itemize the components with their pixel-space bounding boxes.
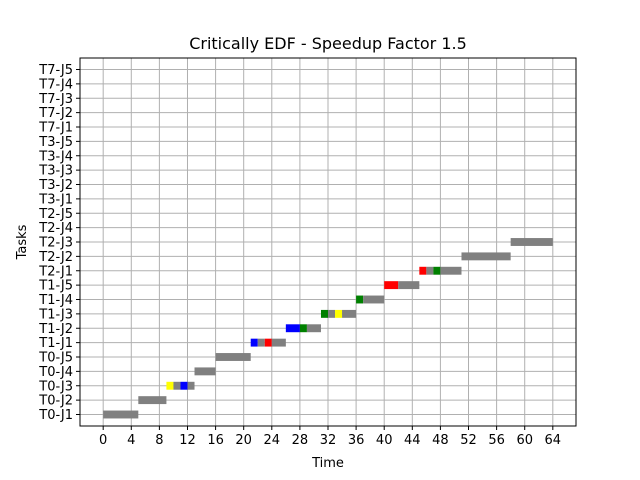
y-tick-label: T7-J1 bbox=[38, 121, 73, 136]
task-segment bbox=[187, 381, 195, 390]
task-segment bbox=[510, 238, 553, 246]
y-tick-label: T0-J4 bbox=[38, 365, 73, 380]
y-tick-label: T3-J4 bbox=[38, 149, 73, 164]
y-axis-label: Tasks bbox=[15, 224, 30, 260]
task-segment bbox=[166, 381, 174, 390]
task-segment bbox=[440, 266, 462, 275]
y-tick-label: T1-J4 bbox=[38, 293, 73, 308]
x-tick-label: 44 bbox=[404, 433, 421, 448]
y-tick-label: T7-J2 bbox=[38, 106, 73, 121]
task-segment bbox=[180, 381, 188, 390]
x-tick-label: 24 bbox=[264, 433, 281, 448]
y-axis: T0-J1T0-J2T0-J3T0-J4T0-J5T1-J1T1-J2T1-J3… bbox=[38, 63, 80, 423]
y-tick-label: T1-J5 bbox=[38, 279, 73, 294]
task-segment bbox=[363, 295, 385, 304]
y-tick-label: T1-J3 bbox=[38, 307, 73, 322]
task-segment bbox=[342, 309, 357, 318]
task-segment bbox=[257, 338, 265, 347]
y-tick-label: T2-J1 bbox=[38, 264, 73, 279]
task-segment bbox=[419, 266, 427, 275]
task-segment bbox=[215, 353, 251, 361]
x-tick-label: 56 bbox=[488, 433, 505, 448]
x-tick-label: 0 bbox=[99, 433, 107, 448]
x-tick-label: 12 bbox=[179, 433, 196, 448]
task-segment bbox=[426, 266, 434, 275]
y-tick-label: T3-J3 bbox=[38, 164, 73, 179]
x-tick-label: 64 bbox=[545, 433, 562, 448]
task-segment bbox=[138, 396, 167, 405]
task-segment bbox=[320, 309, 328, 318]
x-axis-label: Time bbox=[311, 456, 344, 471]
y-tick-label: T7-J4 bbox=[38, 77, 73, 92]
y-tick-label: T3-J5 bbox=[38, 135, 73, 150]
x-tick-label: 20 bbox=[235, 433, 252, 448]
x-tick-label: 60 bbox=[516, 433, 533, 448]
y-tick-label: T7-J3 bbox=[38, 92, 73, 107]
task-segment bbox=[264, 338, 272, 347]
y-tick-label: T2-J5 bbox=[38, 207, 73, 222]
task-segment bbox=[398, 281, 420, 290]
task-segment bbox=[194, 367, 216, 376]
task-segment bbox=[285, 324, 300, 333]
task-segment bbox=[250, 338, 258, 347]
chart-title: Critically EDF - Speedup Factor 1.5 bbox=[189, 34, 467, 53]
x-tick-label: 36 bbox=[348, 433, 365, 448]
y-tick-label: T0-J2 bbox=[38, 394, 73, 409]
task-segment bbox=[384, 281, 399, 290]
x-tick-label: 28 bbox=[292, 433, 309, 448]
task-segment bbox=[299, 324, 307, 333]
y-tick-label: T7-J5 bbox=[38, 63, 73, 78]
y-tick-label: T0-J5 bbox=[38, 351, 73, 366]
x-tick-label: 52 bbox=[460, 433, 477, 448]
x-axis: 0 4 8 12 16 20 24 28 32 36 40 44 48 52 56 60 64 bbox=[99, 426, 561, 448]
task-segment bbox=[461, 252, 511, 261]
y-tick-label: T3-J2 bbox=[38, 178, 73, 193]
x-tick-label: 4 bbox=[127, 433, 135, 448]
task-segment bbox=[335, 309, 343, 318]
grid-lines bbox=[80, 58, 576, 426]
x-tick-label: 16 bbox=[207, 433, 224, 448]
x-tick-label: 8 bbox=[155, 433, 163, 448]
x-tick-label: 40 bbox=[376, 433, 393, 448]
y-tick-label: T0-J3 bbox=[38, 379, 73, 394]
y-tick-label: T2-J2 bbox=[38, 250, 73, 265]
task-segment bbox=[356, 295, 364, 304]
task-segment bbox=[271, 338, 286, 347]
y-tick-label: T1-J1 bbox=[38, 336, 73, 351]
task-segment bbox=[328, 309, 336, 318]
x-tick-label: 32 bbox=[320, 433, 337, 448]
y-tick-label: T1-J2 bbox=[38, 322, 73, 337]
task-segment bbox=[103, 410, 139, 419]
task-segment bbox=[433, 266, 441, 275]
y-tick-label: T3-J1 bbox=[38, 192, 73, 207]
y-tick-label: T2-J3 bbox=[38, 236, 73, 251]
y-tick-label: T0-J1 bbox=[38, 408, 73, 423]
bars-group bbox=[103, 238, 553, 419]
x-tick-label: 48 bbox=[432, 433, 449, 448]
task-segment bbox=[306, 324, 321, 333]
task-segment bbox=[173, 381, 181, 390]
y-tick-label: T2-J4 bbox=[38, 221, 73, 236]
